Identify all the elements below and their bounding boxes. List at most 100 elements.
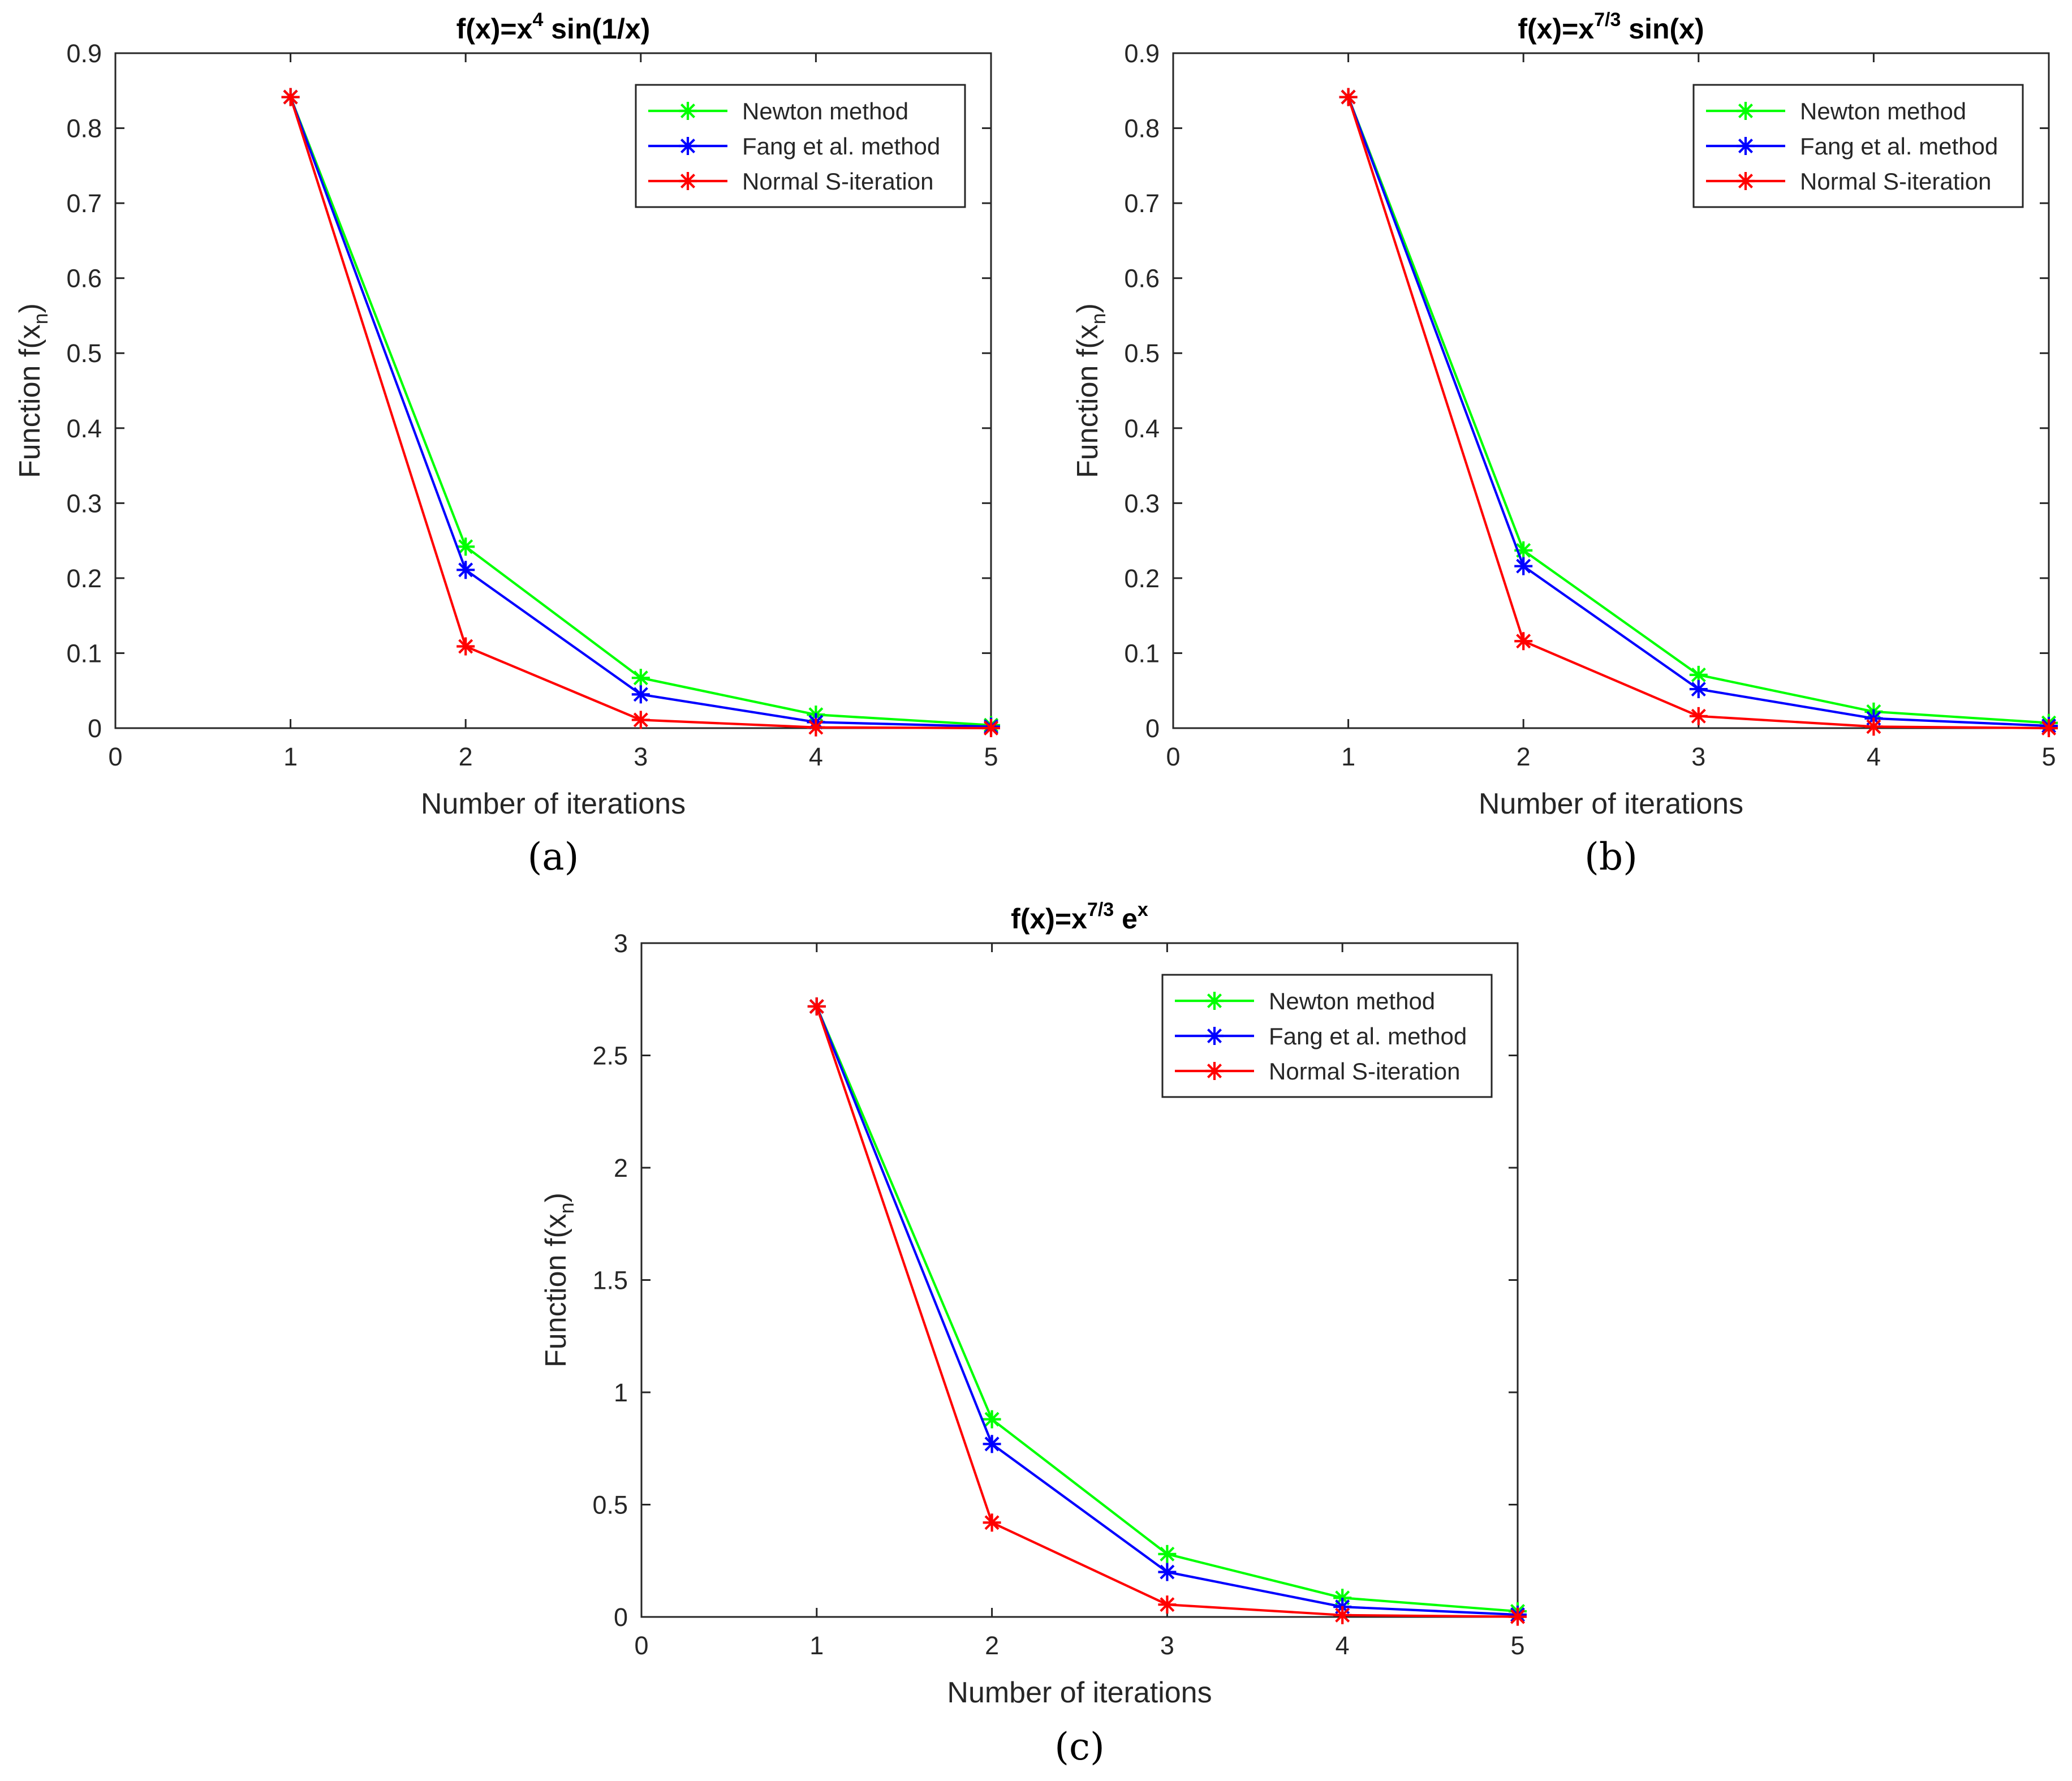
data-point-a-1-2 bbox=[631, 685, 650, 704]
legend-marker-a-1-stroke-4 bbox=[680, 138, 696, 154]
title-text-b: f(x)=x bbox=[1518, 13, 1594, 45]
x-tick-label-b-2: 2 bbox=[1517, 742, 1531, 771]
data-point-a-2-1-stroke-4 bbox=[458, 639, 473, 654]
data-point-c-2-4 bbox=[1509, 1607, 1527, 1626]
data-point-c-2-3 bbox=[1333, 1606, 1352, 1624]
data-point-b-2-4-stroke-4 bbox=[2041, 720, 2057, 736]
chart-title-c: f(x)=x7/3 ex bbox=[1011, 899, 1148, 935]
x-axis-label-b: Number of iterations bbox=[1479, 788, 1743, 820]
y-tick-label-c-6: 3 bbox=[614, 929, 628, 958]
y-axis-label-suffix-c: ) bbox=[540, 1193, 572, 1202]
title-text-c: f(x)=x bbox=[1011, 903, 1087, 935]
data-point-c-2-1-stroke-4 bbox=[984, 1515, 1000, 1530]
title-suffix-c: e bbox=[1114, 903, 1138, 935]
data-point-c-2-0 bbox=[807, 997, 826, 1016]
data-point-c-2-0-stroke-4 bbox=[809, 999, 824, 1014]
y-tick-label-b-9: 0.9 bbox=[1124, 39, 1160, 68]
y-tick-label-c-0: 0 bbox=[614, 1603, 628, 1632]
data-point-c-0-1 bbox=[983, 1410, 1001, 1429]
legend-marker-b-2 bbox=[1737, 172, 1755, 190]
caption-c: (c) bbox=[1054, 1725, 1104, 1769]
data-point-a-1-1 bbox=[456, 561, 475, 579]
y-tick-label-a-5: 0.5 bbox=[66, 339, 102, 368]
chart-a: 0 1 2 3 4 5 0 0.1 0.2 0.3 0.4 0.5 0.6 0.7 0.8 0.9 f(x)=x… bbox=[14, 9, 1000, 879]
legend-box-a bbox=[635, 84, 966, 208]
y-tick-label-b-0: 0 bbox=[1145, 714, 1160, 743]
x-tick-label-b-0: 0 bbox=[1166, 742, 1180, 771]
chart-b: 0 1 2 3 4 5 0 0.1 0.2 0.3 0.4 0.5 0.6 0.7 0.8 0.9 f(x)=x… bbox=[1071, 9, 2058, 879]
y-tick-label-b-5: 0.5 bbox=[1124, 339, 1160, 368]
data-point-c-1-2 bbox=[1158, 1563, 1177, 1581]
data-point-b-2-3 bbox=[1864, 717, 1883, 736]
data-point-c-2-4-stroke-4 bbox=[1510, 1609, 1526, 1624]
y-tick-label-b-1: 0.1 bbox=[1124, 639, 1160, 668]
data-point-b-2-3-stroke-4 bbox=[1866, 719, 1881, 734]
legend-c: Newton method Fang et al. method Normal S-… bbox=[1161, 974, 1493, 1098]
legend-label-a-1: Fang et al. method bbox=[742, 133, 940, 160]
x-tick-label-c-0: 0 bbox=[634, 1631, 648, 1660]
x-tick-label-c-1: 1 bbox=[809, 1631, 824, 1660]
title-suffix-a: sin(1/x) bbox=[543, 13, 650, 45]
data-point-a-2-3 bbox=[807, 718, 825, 737]
data-point-a-2-4-stroke-4 bbox=[983, 720, 999, 736]
data-point-a-2-0-stroke-4 bbox=[283, 89, 298, 105]
y-tick-label-c-2: 1 bbox=[614, 1378, 628, 1407]
data-point-b-2-4 bbox=[2040, 719, 2058, 737]
legend-marker-a-2-stroke-4 bbox=[680, 173, 696, 189]
legend-b: Newton method Fang et al. method Normal S-… bbox=[1692, 84, 2024, 208]
chart-c: 0 1 2 3 4 5 0 0.5 1 1.5 2 2.5 3 f(x)=x7/3 ex Number of… bbox=[540, 899, 1527, 1769]
y-tick-label-b-4: 0.4 bbox=[1124, 414, 1160, 443]
y-axis-label-text-a: Function f(x bbox=[14, 324, 46, 478]
data-point-a-2-2 bbox=[631, 711, 650, 729]
x-tick-label-a-5: 5 bbox=[984, 742, 998, 771]
legend-marker-c-0-stroke-4 bbox=[1207, 993, 1222, 1009]
y-tick-label-a-2: 0.2 bbox=[66, 564, 102, 593]
legend-marker-b-0-stroke-4 bbox=[1738, 103, 1754, 119]
y-axis-label-text-b: Function f(x bbox=[1071, 324, 1104, 478]
y-axis-label-subscript-c: n bbox=[555, 1202, 578, 1214]
legend-marker-c-2 bbox=[1205, 1062, 1224, 1080]
data-point-c-2-2 bbox=[1158, 1595, 1177, 1614]
y-tick-label-a-1: 0.1 bbox=[66, 639, 102, 668]
data-point-b-2-1-stroke-4 bbox=[1516, 634, 1531, 649]
legend-label-b-0: Newton method bbox=[1800, 98, 1966, 124]
x-tick-label-c-5: 5 bbox=[1510, 1631, 1524, 1660]
data-point-a-1-2-stroke-4 bbox=[633, 687, 648, 702]
x-tick-label-b-5: 5 bbox=[2041, 742, 2056, 771]
x-tick-label-a-2: 2 bbox=[459, 742, 473, 771]
y-axis-label-subscript-a: n bbox=[29, 313, 52, 324]
title-text-a: f(x)=x bbox=[456, 13, 533, 45]
y-tick-label-c-4: 2 bbox=[614, 1154, 628, 1182]
legend-marker-b-1-stroke-4 bbox=[1738, 138, 1754, 154]
title-superscript-b: 7/3 bbox=[1594, 9, 1621, 31]
legend-label-a-2: Normal S-iteration bbox=[742, 168, 933, 195]
legend-label-b-1: Fang et al. method bbox=[1800, 133, 1998, 160]
y-tick-label-b-3: 0.3 bbox=[1124, 489, 1160, 518]
legend-label-c-0: Newton method bbox=[1269, 988, 1435, 1014]
data-point-c-2-3-stroke-4 bbox=[1335, 1607, 1350, 1623]
y-axis-label-suffix-b: ) bbox=[1071, 303, 1104, 313]
x-tick-label-a-4: 4 bbox=[809, 742, 823, 771]
y-axis-label-suffix-a: ) bbox=[14, 303, 46, 313]
data-point-b-0-2-stroke-4 bbox=[1691, 667, 1706, 682]
data-point-c-0-2 bbox=[1158, 1545, 1177, 1563]
y-axis-label-subscript-b: n bbox=[1087, 313, 1110, 324]
data-point-b-2-0-stroke-4 bbox=[1341, 89, 1356, 105]
x-tick-label-a-0: 0 bbox=[108, 742, 122, 771]
caption-b: (b) bbox=[1584, 835, 1638, 879]
legend-marker-a-0-stroke-4 bbox=[680, 103, 696, 119]
data-point-b-1-2-stroke-4 bbox=[1691, 682, 1706, 697]
data-point-b-1-1-stroke-4 bbox=[1516, 558, 1531, 574]
legend-marker-a-0 bbox=[679, 102, 697, 120]
legend-label-c-2: Normal S-iteration bbox=[1269, 1058, 1460, 1085]
data-point-c-1-1 bbox=[983, 1435, 1001, 1453]
data-point-c-1-1-stroke-4 bbox=[984, 1436, 1000, 1452]
data-point-b-2-0 bbox=[1339, 88, 1358, 106]
y-axis-label-c: Function f(xn) bbox=[540, 1193, 578, 1367]
y-tick-label-b-8: 0.8 bbox=[1124, 114, 1160, 143]
y-tick-label-a-4: 0.4 bbox=[66, 414, 102, 443]
x-axis-label-c: Number of iterations bbox=[947, 1676, 1212, 1709]
y-tick-label-c-3: 1.5 bbox=[592, 1266, 628, 1295]
data-point-a-0-2-stroke-4 bbox=[633, 670, 648, 686]
data-point-a-2-0 bbox=[281, 88, 300, 106]
